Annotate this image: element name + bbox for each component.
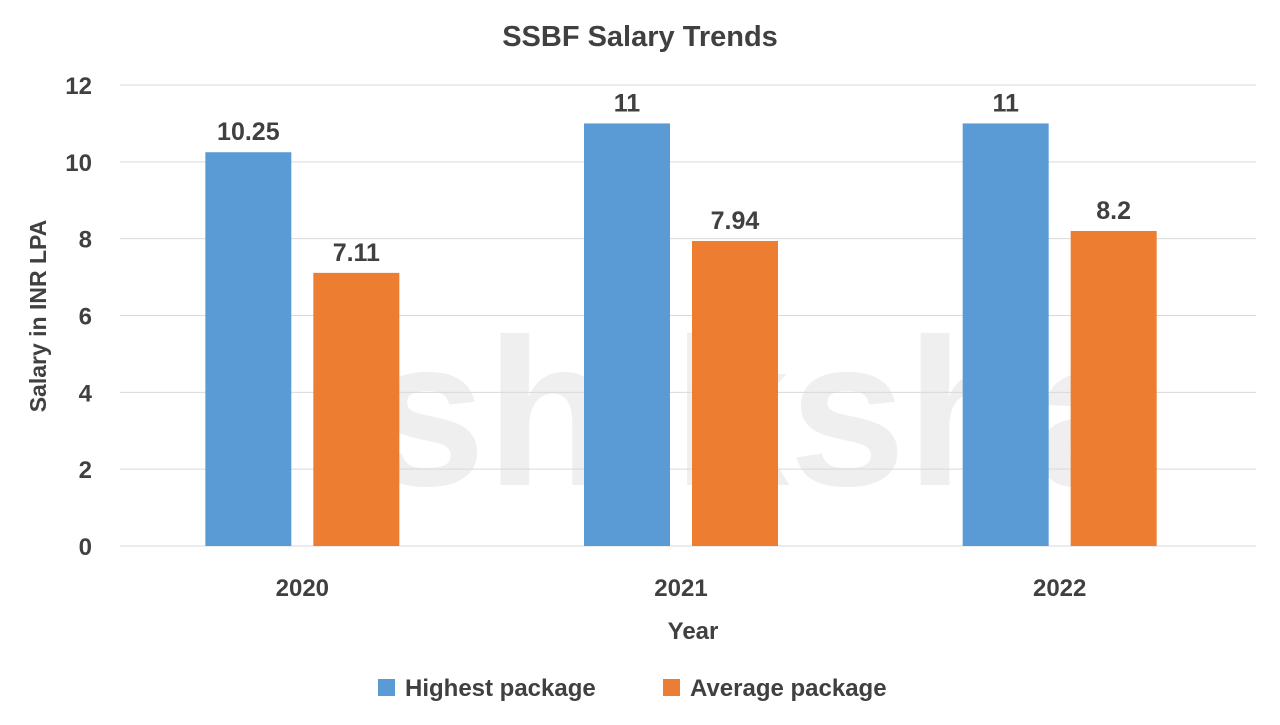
x-tick-label: 2020 [276,575,329,602]
chart-title: SSBF Salary Trends [502,21,778,53]
data-label: 11 [614,89,641,117]
y-tick-label: 0 [79,534,92,561]
legend-swatch [663,679,680,696]
bar-highest-package-2020 [205,152,292,546]
legend-swatch [378,679,395,696]
y-tick-label: 10 [65,150,92,177]
bar-average-package-2020 [313,272,400,546]
bar-highest-package-2021 [584,123,670,547]
x-axis-label: Year [668,618,719,645]
y-tick-label: 2 [79,457,92,484]
y-tick-label: 8 [79,227,92,254]
data-label: 10.25 [217,118,280,146]
bar-highest-package-2022 [962,123,1049,547]
y-tick-label: 12 [65,73,92,100]
y-tick-label: 6 [79,304,92,331]
x-tick-label: 2022 [1033,575,1086,602]
bar-average-package-2022 [1070,230,1157,546]
bar-average-package-2021 [692,240,778,546]
legend-label: Average package [690,675,887,702]
data-label: 8.2 [1096,197,1131,225]
data-label: 7.94 [711,207,760,235]
x-tick-label: 2021 [654,575,707,602]
data-label: 7.11 [333,239,380,267]
legend-label: Highest package [405,675,596,702]
y-axis-label: Salary in INR LPA [25,220,51,413]
data-label: 11 [992,89,1019,117]
y-tick-label: 4 [79,380,93,407]
